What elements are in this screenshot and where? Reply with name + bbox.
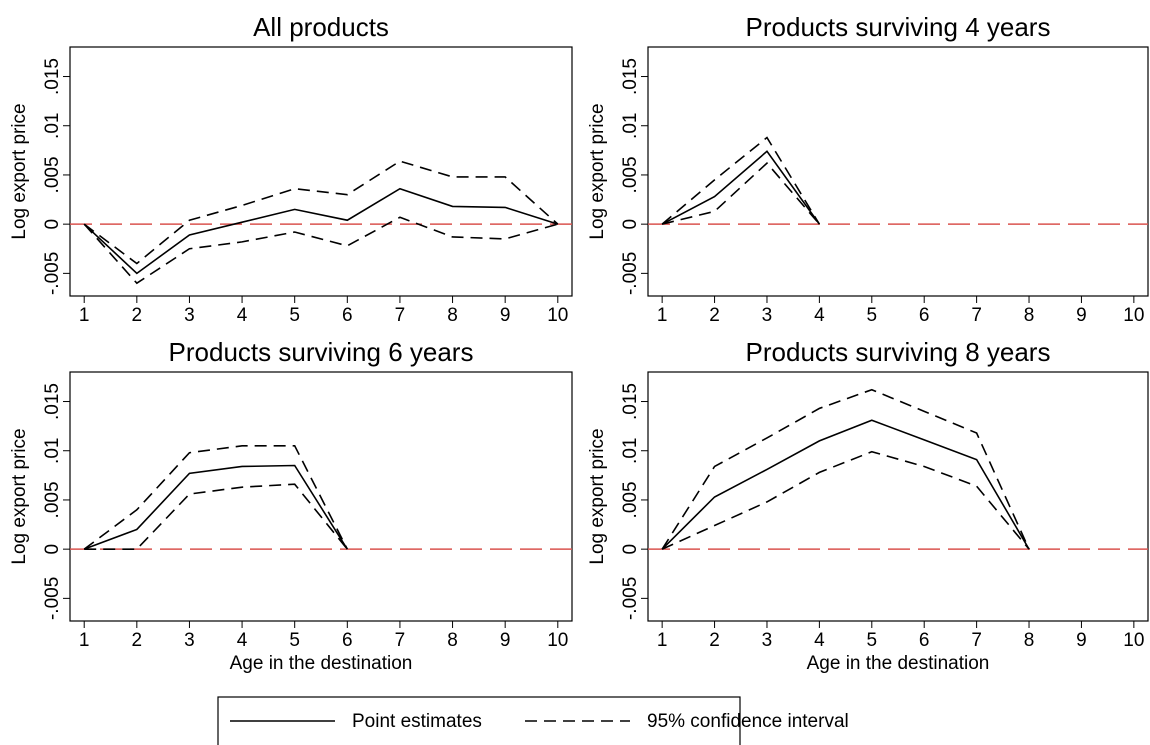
x-tick-label: 6 — [342, 630, 353, 651]
series-line — [83, 160, 559, 265]
x-tick-label: 10 — [547, 630, 568, 651]
x-tick-label: 9 — [1076, 630, 1087, 651]
legend-label: 95% confidence interval — [647, 711, 849, 732]
x-tick-label: 4 — [814, 305, 825, 326]
series-line — [661, 161, 820, 225]
x-tick-label: 9 — [1076, 305, 1087, 326]
panel-title: All products — [253, 12, 389, 42]
x-tick-label: 2 — [132, 305, 143, 326]
x-tick-label: 5 — [289, 305, 300, 326]
y-tick-label: -.005 — [620, 577, 641, 620]
legend-box — [217, 696, 741, 745]
x-axis-label: Age in the destination — [230, 653, 413, 674]
panel-title: Products surviving 4 years — [746, 12, 1051, 42]
y-tick-label: .005 — [42, 481, 63, 518]
series-line — [83, 464, 348, 550]
series-line — [83, 445, 349, 550]
plot-frame — [647, 371, 1149, 622]
x-tick-label: 2 — [709, 305, 720, 326]
series-line — [661, 388, 1030, 550]
y-tick-label: .005 — [42, 156, 63, 193]
x-tick-label: 3 — [762, 305, 773, 326]
x-tick-label: 3 — [184, 630, 195, 651]
x-tick-label: 2 — [132, 630, 143, 651]
x-tick-label: 3 — [762, 630, 773, 651]
y-tick-label: 0 — [620, 544, 641, 555]
x-tick-label: 10 — [547, 305, 568, 326]
x-tick-label: 6 — [919, 305, 930, 326]
y-tick-label: -.005 — [620, 252, 641, 295]
x-tick-label: 1 — [79, 305, 90, 326]
x-tick-label: 5 — [867, 305, 878, 326]
x-tick-label: 2 — [709, 630, 720, 651]
plot-frame — [69, 371, 573, 622]
panel-title: Products surviving 6 years — [169, 337, 474, 367]
y-tick-label: 0 — [620, 219, 641, 230]
y-axis-label: Log export price — [587, 428, 608, 564]
y-tick-label: 0 — [42, 219, 63, 230]
series-line — [661, 419, 1030, 550]
y-axis-label: Log export price — [587, 103, 608, 239]
x-tick-label: 6 — [342, 305, 353, 326]
x-tick-label: 5 — [867, 630, 878, 651]
series-line — [661, 450, 1030, 550]
x-tick-label: 6 — [919, 630, 930, 651]
y-axis-label: Log export price — [9, 428, 30, 564]
x-tick-label: 10 — [1123, 305, 1144, 326]
x-tick-label: 7 — [971, 630, 982, 651]
series-line — [661, 136, 821, 225]
x-tick-label: 8 — [447, 630, 458, 651]
series-line — [83, 216, 559, 285]
x-tick-label: 4 — [237, 305, 248, 326]
x-tick-label: 8 — [1024, 305, 1035, 326]
x-tick-label: 1 — [657, 305, 668, 326]
y-tick-label: .01 — [42, 113, 63, 139]
x-tick-label: 10 — [1123, 630, 1144, 651]
panel-title: Products surviving 8 years — [746, 337, 1051, 367]
y-tick-label: .015 — [42, 58, 63, 95]
series-line — [661, 150, 821, 225]
x-tick-label: 7 — [971, 305, 982, 326]
series-line — [84, 483, 348, 550]
y-axis-label: Log export price — [9, 103, 30, 239]
x-tick-label: 8 — [447, 305, 458, 326]
x-axis-label: Age in the destination — [807, 653, 990, 674]
x-tick-label: 9 — [500, 305, 511, 326]
y-tick-label: .005 — [620, 481, 641, 518]
x-tick-label: 4 — [814, 630, 825, 651]
plot-frame — [69, 46, 573, 297]
y-tick-label: -.005 — [42, 577, 63, 620]
y-tick-label: -.005 — [42, 252, 63, 295]
x-tick-label: 4 — [237, 630, 248, 651]
x-tick-label: 5 — [289, 630, 300, 651]
x-tick-label: 1 — [657, 630, 668, 651]
x-tick-label: 9 — [500, 630, 511, 651]
y-tick-label: .01 — [42, 438, 63, 464]
y-tick-label: .01 — [620, 113, 641, 139]
x-tick-label: 8 — [1024, 630, 1035, 651]
series-line — [83, 187, 559, 275]
y-tick-label: .015 — [42, 383, 63, 420]
y-tick-label: .015 — [620, 383, 641, 420]
y-tick-label: .01 — [620, 438, 641, 464]
plot-frame — [647, 46, 1149, 297]
y-tick-label: .005 — [620, 156, 641, 193]
y-tick-label: .015 — [620, 58, 641, 95]
x-tick-label: 3 — [184, 305, 195, 326]
legend-label: Point estimates — [352, 711, 482, 732]
x-tick-label: 7 — [395, 305, 406, 326]
x-tick-label: 1 — [79, 630, 90, 651]
y-tick-label: 0 — [42, 544, 63, 555]
x-tick-label: 7 — [395, 630, 406, 651]
